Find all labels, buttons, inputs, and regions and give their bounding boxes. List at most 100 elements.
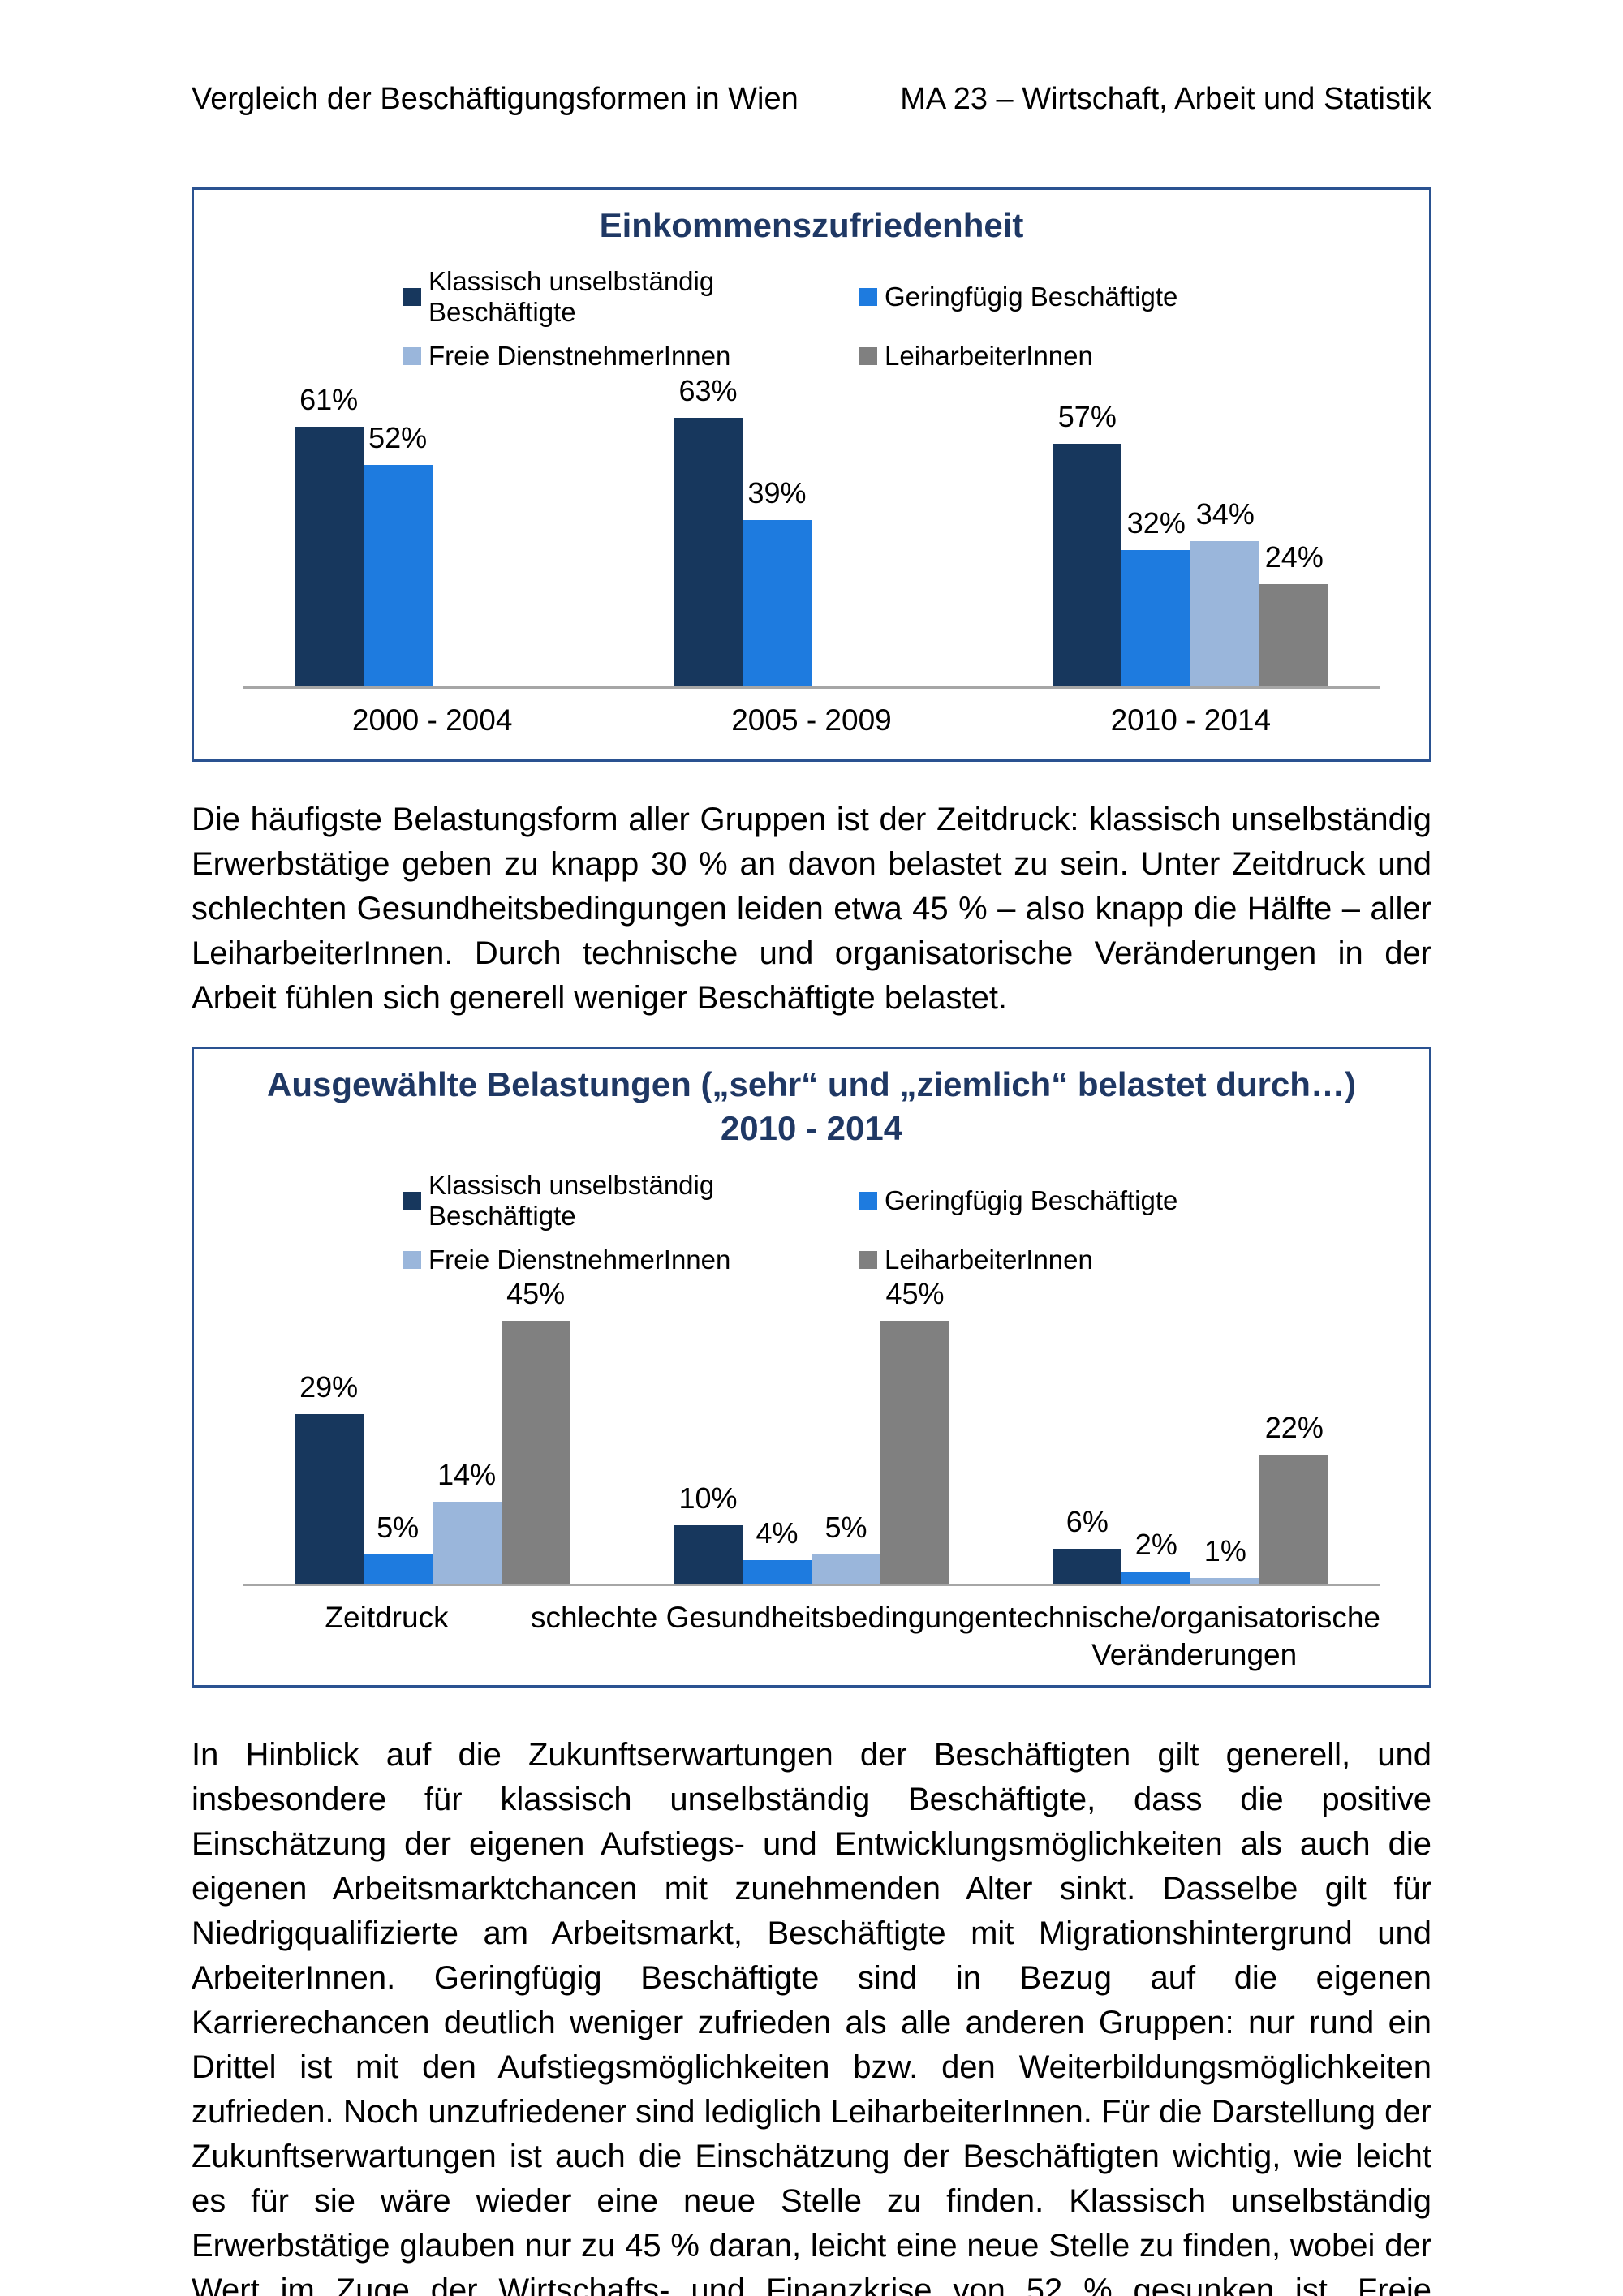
legend-label: Geringfügig Beschäftigte: [885, 1185, 1178, 1215]
legend-item: Freie DienstnehmerInnen: [403, 1245, 859, 1275]
bar: [294, 1413, 364, 1584]
bar-slot: [433, 411, 502, 686]
bar-value-label: 24%: [1264, 540, 1324, 574]
bar-slot: 5%: [811, 1314, 880, 1584]
plot-wrap: 29% 5% 14% 45% 10% 4% 5% 45% 6% 2% 1% 22% Zeitdruck…: [194, 1277, 1429, 1675]
header-left-text: Vergleich der Beschäftigungsformen in Wi…: [192, 82, 799, 116]
page-header: Vergleich der Beschäftigungsformen in Wi…: [192, 81, 1431, 118]
bar: [1190, 1577, 1260, 1584]
plot-area: 61% 52% 63% 39% 57% 32% 34% 24%: [243, 374, 1380, 689]
bar-slot: 6%: [1053, 1314, 1122, 1584]
bar: [673, 1524, 743, 1584]
bar-value-label: 1%: [1203, 1533, 1246, 1567]
category-label: technische/organisatorische Veränderunge…: [1008, 1600, 1380, 1671]
bar: [294, 426, 364, 686]
bar-slot: 10%: [673, 1314, 743, 1584]
bar-group: 61% 52%: [243, 383, 622, 686]
legend-item: LeiharbeiterInnen: [859, 1245, 1429, 1275]
legend-swatch-icon: [859, 1191, 877, 1210]
bar-value-label: 61%: [299, 382, 359, 416]
bar-slot: 63%: [673, 374, 743, 686]
bar-value-label: 63%: [678, 374, 738, 408]
bar-slot: 24%: [1259, 411, 1329, 686]
bar: [1121, 549, 1191, 686]
chart-title: Einkommenszufriedenheit: [599, 205, 1024, 244]
bar-value-label: 22%: [1264, 1411, 1324, 1445]
legend-swatch-icon: [403, 287, 421, 306]
category-label: 2000 - 2004: [351, 703, 513, 737]
legend-item: Klassisch unselbständig Beschäftigte: [403, 1170, 859, 1232]
einkommenszufriedenheit-chart: Einkommenszufriedenheit Klassisch unselb…: [192, 187, 1431, 763]
legend-item: Freie DienstnehmerInnen: [403, 341, 859, 372]
category-label: schlechte Gesundheitsbedingungen: [531, 1600, 1009, 1634]
bar-slot: 2%: [1121, 1314, 1191, 1584]
legend-item: Geringfügig Beschäftigte: [859, 1170, 1429, 1232]
bar: [1259, 583, 1329, 686]
ausgewaehlte-belastungen-chart: Ausgewählte Belastungen („sehr“ und „zie…: [192, 1047, 1431, 1688]
legend-swatch-icon: [859, 287, 877, 306]
bar-group: 57% 32% 34% 24%: [1001, 400, 1380, 686]
category-label: Zeitdruck: [325, 1600, 449, 1634]
category-axis: Zeitdruck schlechte Gesundheitsbedingunge…: [243, 1599, 1380, 1675]
legend-label: Klassisch unselbständig Beschäftigte: [428, 265, 715, 327]
bar-value-label: 45%: [506, 1276, 566, 1310]
bar-slot: 61%: [294, 383, 364, 686]
bar-value-label: 6%: [1065, 1504, 1109, 1538]
legend-swatch-icon: [403, 1250, 421, 1269]
bar-group: 29% 5% 14% 45%: [243, 1277, 622, 1584]
bar-slot: [812, 411, 880, 686]
legend-swatch-icon: [859, 346, 877, 365]
bar-slot: 45%: [501, 1277, 570, 1584]
legend-label: Freie DienstnehmerInnen: [428, 340, 731, 371]
bar-slot: 39%: [742, 411, 812, 686]
bar-slot: [502, 411, 570, 686]
bar: [363, 1554, 433, 1584]
bar-slot: 29%: [294, 1314, 364, 1584]
chart-legend: Klassisch unselbständig Beschäftigte Geri…: [403, 1170, 1429, 1275]
header-right-text: MA 23 – Wirtschaft, Arbeit und Statistik: [900, 82, 1431, 116]
bar-slot: 14%: [432, 1314, 502, 1584]
bar-value-label: 34%: [1195, 497, 1255, 531]
legend-item: Geringfügig Beschäftigte: [859, 266, 1429, 328]
legend-label: Freie DienstnehmerInnen: [428, 1244, 731, 1275]
bar-value-label: 4%: [756, 1516, 799, 1550]
bar: [1121, 1572, 1191, 1584]
bar-slot: 5%: [363, 1314, 433, 1584]
legend-swatch-icon: [403, 1191, 421, 1210]
bar-value-label: 14%: [437, 1457, 497, 1491]
bar-value-label: 39%: [747, 476, 807, 510]
chart-title: Ausgewählte Belastungen („sehr“ und „zie…: [267, 1065, 1356, 1104]
legend-label: LeiharbeiterInnen: [885, 1244, 1093, 1275]
bar: [432, 1501, 502, 1584]
bar-value-label: 32%: [1126, 505, 1186, 540]
bar-value-label: 10%: [678, 1481, 738, 1515]
legend-item: LeiharbeiterInnen: [859, 341, 1429, 372]
bar-value-label: 52%: [368, 420, 428, 454]
body-paragraph-1: Die häufigste Belastungsform aller Grupp…: [192, 802, 1431, 1017]
legend-label: Klassisch unselbständig Beschäftigte: [428, 1169, 715, 1231]
category-label: 2005 - 2009: [731, 703, 892, 737]
bar: [1053, 1548, 1122, 1584]
bar: [880, 1320, 949, 1584]
bar-value-label: 5%: [824, 1510, 867, 1544]
chart-legend: Klassisch unselbständig Beschäftigte Geri…: [403, 266, 1429, 372]
bar-value-label: 29%: [299, 1369, 359, 1404]
bar-value-label: 5%: [377, 1510, 420, 1544]
bar-slot: 32%: [1121, 411, 1191, 686]
bar: [811, 1554, 880, 1584]
bar-value-label: 2%: [1134, 1528, 1177, 1562]
bar-group: 10% 4% 5% 45%: [622, 1277, 1001, 1584]
bar-slot: 1%: [1190, 1314, 1260, 1584]
plot-area: 29% 5% 14% 45% 10% 4% 5% 45% 6% 2% 1% 22%: [243, 1277, 1380, 1586]
bar-value-label: 45%: [885, 1276, 945, 1310]
bar-slot: 22%: [1259, 1314, 1329, 1584]
bar: [363, 464, 433, 686]
bar: [501, 1320, 570, 1584]
legend-swatch-icon: [403, 346, 421, 365]
bar-slot: 45%: [880, 1277, 949, 1584]
bar-slot: [880, 411, 949, 686]
chart-subtitle: 2010 - 2014: [720, 1109, 903, 1148]
bar: [673, 418, 743, 686]
bar-slot: 34%: [1190, 411, 1260, 686]
